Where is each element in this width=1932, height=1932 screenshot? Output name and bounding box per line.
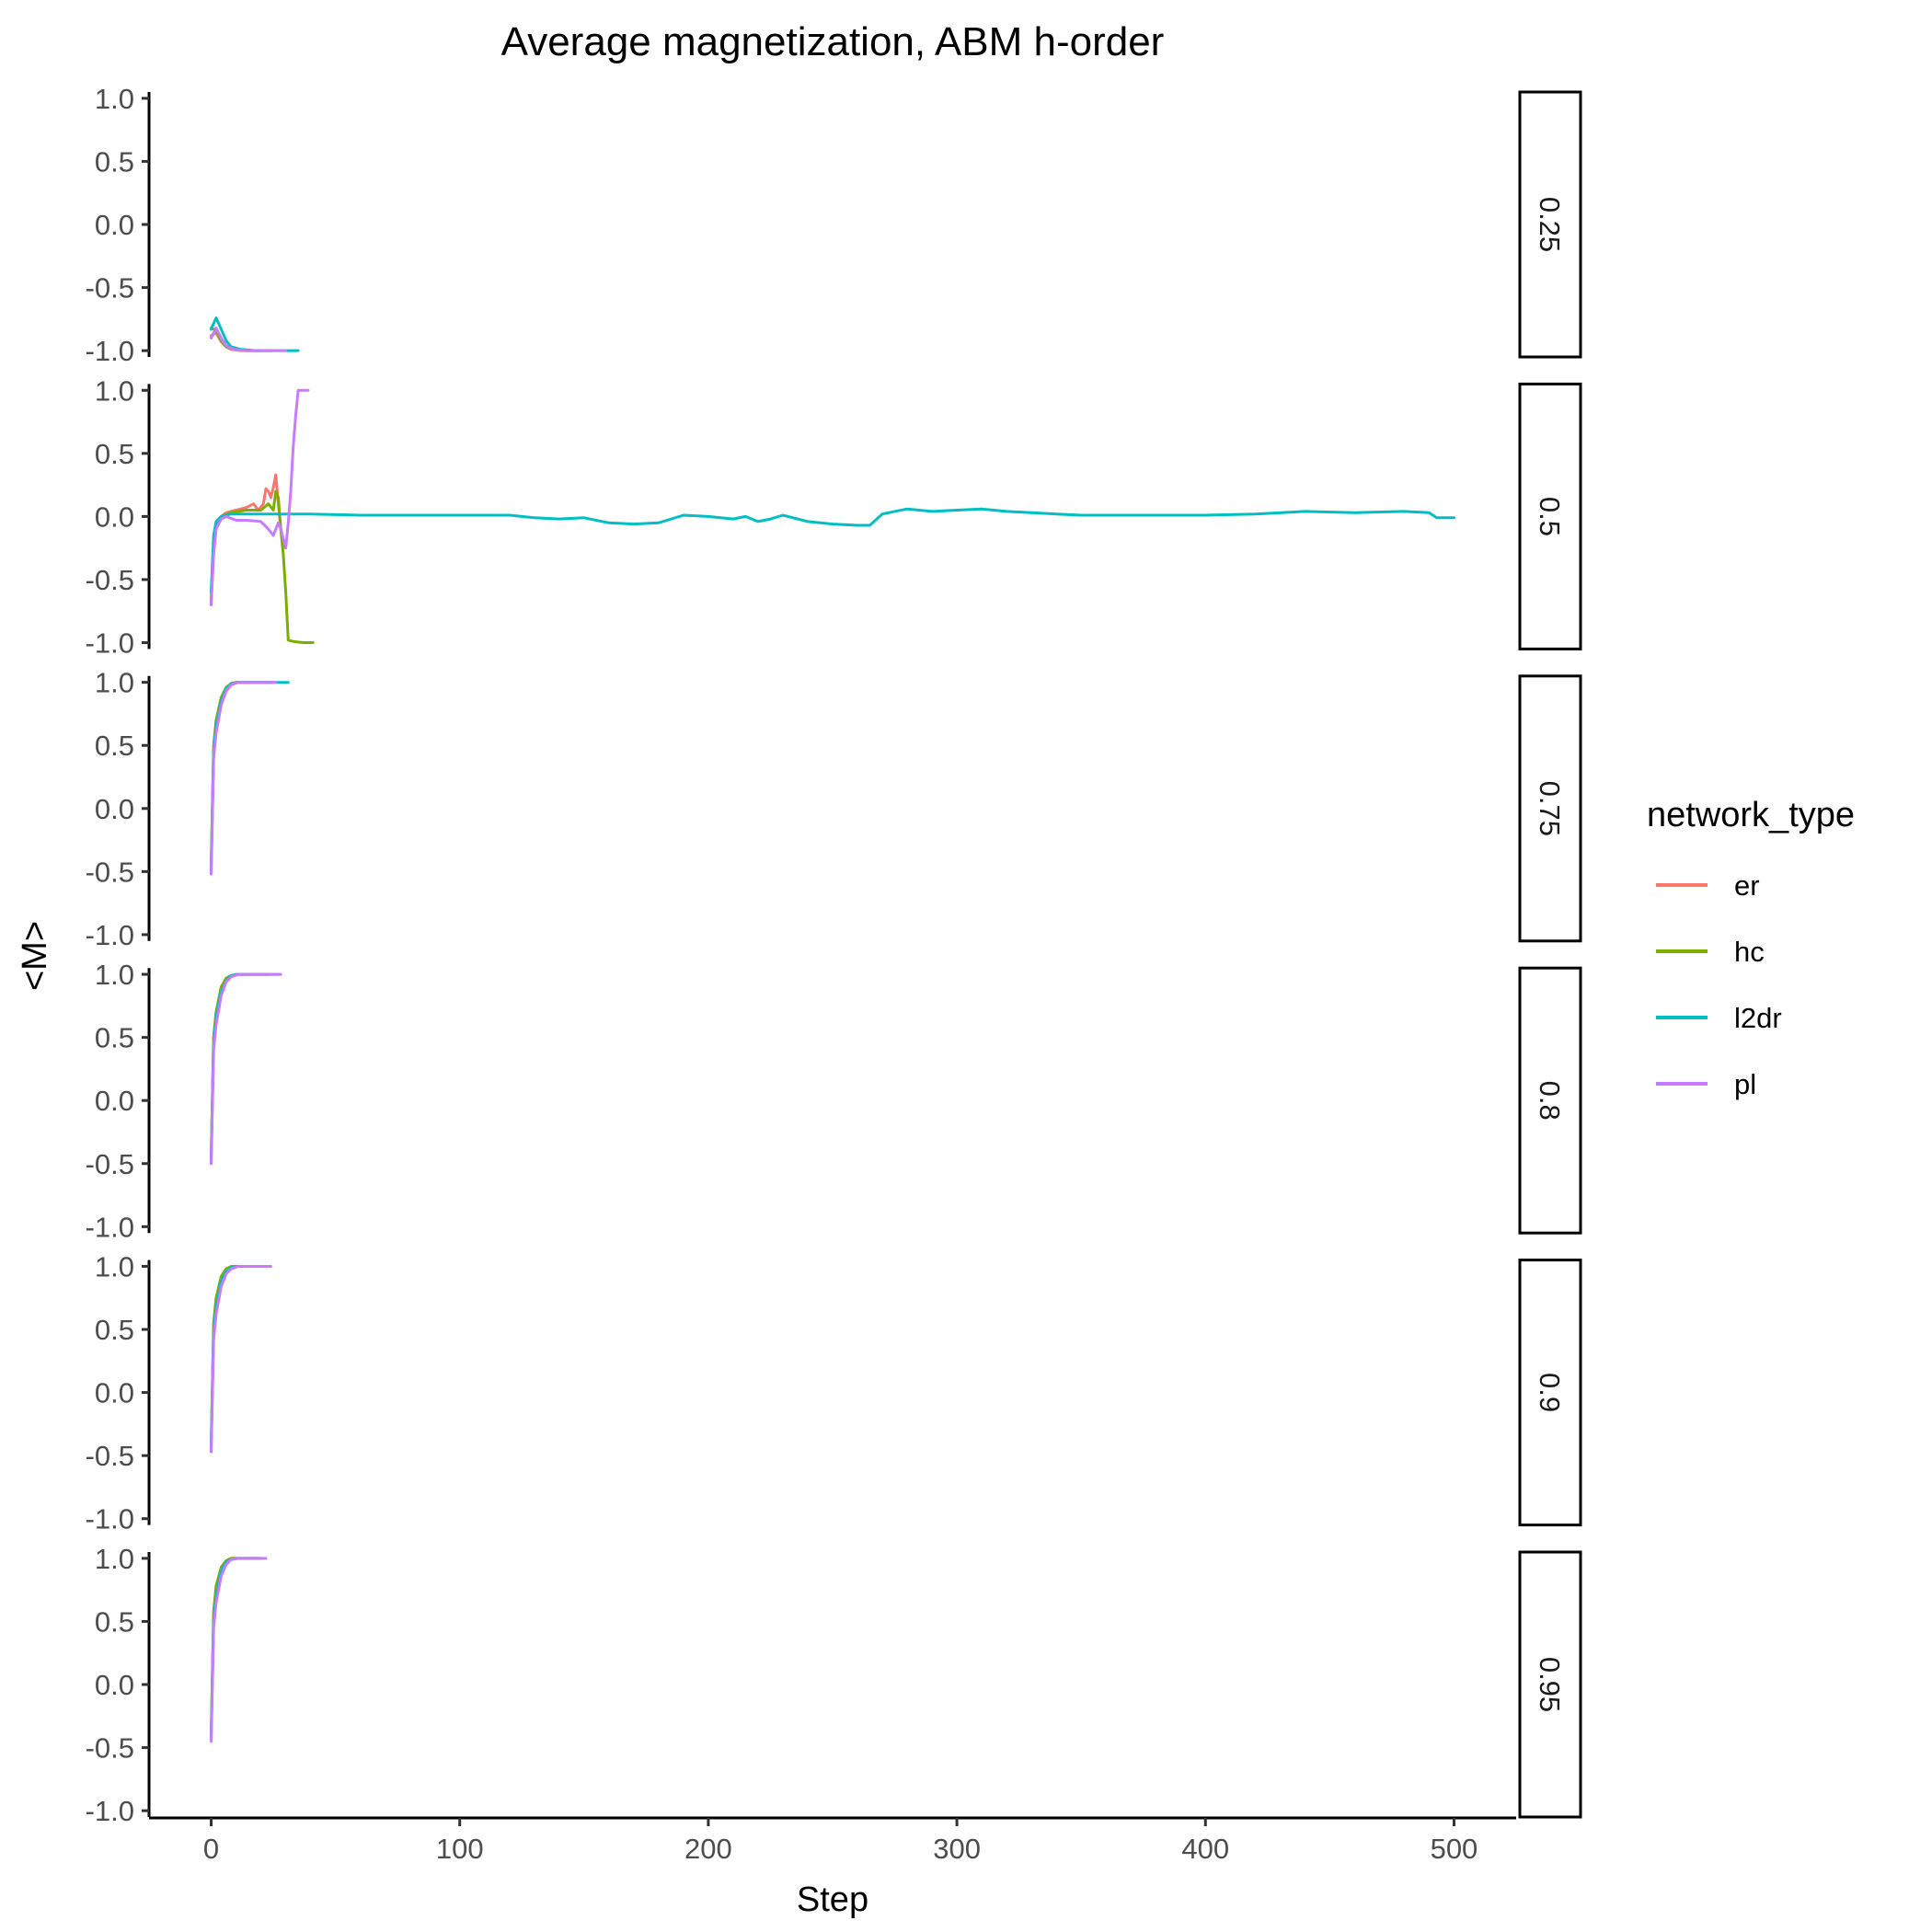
facet-panel: -1.0 -0.5 0.0 0.5 1.0 0.75 <box>86 667 1582 951</box>
y-tick-label: -1.0 <box>86 335 134 367</box>
legend-label-pl: pl <box>1734 1068 1756 1100</box>
y-tick-label: 1.0 <box>95 667 134 699</box>
y-tick-label: 1.0 <box>95 1543 134 1575</box>
chart-title: Average magnetization, ABM h-order <box>501 19 1165 64</box>
y-tick-label: 1.0 <box>95 83 134 115</box>
facet-panels: -1.0 -0.5 0.0 0.5 1.0 0.25 -1.0 -0.5 0.0 0.5 1.0 0.… <box>86 83 1582 1827</box>
facet-strip <box>1518 382 1582 650</box>
y-tick-label: 0.5 <box>95 1314 134 1346</box>
y-tick-label: -0.5 <box>86 564 134 596</box>
x-axis: 0 100 200 300 400 500 <box>149 1816 1516 1865</box>
series-line-hc <box>210 327 272 352</box>
facet-panel: -1.0 -0.5 0.0 0.5 1.0 0.9 <box>86 1250 1582 1535</box>
y-tick-label: 1.0 <box>95 959 134 991</box>
series-line-pl <box>210 972 282 1166</box>
series-line-pl <box>210 681 278 876</box>
facet-strip <box>1518 674 1582 943</box>
y-tick-label: 0.0 <box>95 209 134 241</box>
y-tick-label: -0.5 <box>86 856 134 888</box>
legend-label-l2dr: l2dr <box>1734 1002 1782 1034</box>
y-tick-label: 0.5 <box>95 730 134 762</box>
y-tick-label: -0.5 <box>86 1732 134 1765</box>
x-tick-label: 500 <box>1431 1833 1478 1865</box>
series-line-pl <box>210 327 288 352</box>
y-tick-label: -1.0 <box>86 1211 134 1243</box>
y-tick-label: 1.0 <box>95 1250 134 1282</box>
y-tick-label: 0.0 <box>95 1669 134 1701</box>
facet-strip-label: 0.9 <box>1534 1373 1566 1412</box>
facet-panel: -1.0 -0.5 0.0 0.5 1.0 0.95 <box>86 1543 1582 1827</box>
legend-item-er: er <box>1656 869 1760 902</box>
facet-panel: -1.0 -0.5 0.0 0.5 1.0 0.25 <box>86 83 1582 367</box>
legend-label-er: er <box>1734 869 1760 902</box>
y-tick-label: 0.5 <box>95 1022 134 1054</box>
y-tick-label: -1.0 <box>86 919 134 951</box>
y-tick-label: 0.5 <box>95 145 134 178</box>
facet-strip <box>1518 1550 1582 1819</box>
y-tick-label: -0.5 <box>86 1440 134 1472</box>
y-tick-label: -1.0 <box>86 1503 134 1535</box>
series-line-pl <box>210 388 310 606</box>
facet-strip-label: 0.25 <box>1534 197 1566 252</box>
facet-panel: -1.0 -0.5 0.0 0.5 1.0 0.5 <box>86 374 1582 660</box>
facet-panel: -1.0 -0.5 0.0 0.5 1.0 0.8 <box>86 959 1582 1243</box>
y-tick-label: 0.0 <box>95 1085 134 1117</box>
series-line-pl <box>210 1557 268 1743</box>
legend-item-hc: hc <box>1656 936 1765 968</box>
facet-strip-label: 0.95 <box>1534 1657 1566 1712</box>
legend-entries: er hc l2dr pl <box>1656 869 1782 1100</box>
y-tick-label: -0.5 <box>86 1148 134 1180</box>
legend-title: network_type <box>1647 796 1855 834</box>
legend-item-pl: pl <box>1656 1068 1756 1100</box>
facet-strip-label: 0.5 <box>1534 497 1566 536</box>
y-tick-label: -1.0 <box>86 1795 134 1827</box>
facet-strip <box>1518 966 1582 1235</box>
series-line-pl <box>210 1265 272 1454</box>
x-tick-label: 100 <box>436 1833 484 1865</box>
legend-item-l2dr: l2dr <box>1656 1002 1782 1034</box>
y-tick-label: 1.0 <box>95 374 134 407</box>
y-tick-label: -0.5 <box>86 272 134 305</box>
y-tick-label: -1.0 <box>86 627 134 660</box>
x-tick-label: 0 <box>203 1833 219 1865</box>
series-line-l2dr <box>210 507 1455 594</box>
y-tick-label: 0.5 <box>95 1605 134 1638</box>
facet-strip <box>1518 1259 1582 1527</box>
x-tick-label: 300 <box>933 1833 981 1865</box>
x-tick-label: 200 <box>684 1833 732 1865</box>
y-axis-title: <M> <box>16 921 54 991</box>
y-tick-label: 0.0 <box>95 500 134 533</box>
facet-strip-label: 0.75 <box>1534 781 1566 836</box>
facet-strip-label: 0.8 <box>1534 1081 1566 1121</box>
series-line-l2dr <box>210 681 290 873</box>
legend-label-hc: hc <box>1734 936 1765 968</box>
facet-strip <box>1518 90 1582 359</box>
legend: network_type er hc l2dr pl <box>1647 796 1855 1100</box>
series-line-er <box>210 473 285 606</box>
y-tick-label: 0.5 <box>95 438 134 470</box>
y-tick-label: 0.0 <box>95 793 134 825</box>
x-axis-title: Step <box>797 1880 868 1919</box>
y-tick-label: 0.0 <box>95 1377 134 1409</box>
x-tick-label: 400 <box>1181 1833 1229 1865</box>
